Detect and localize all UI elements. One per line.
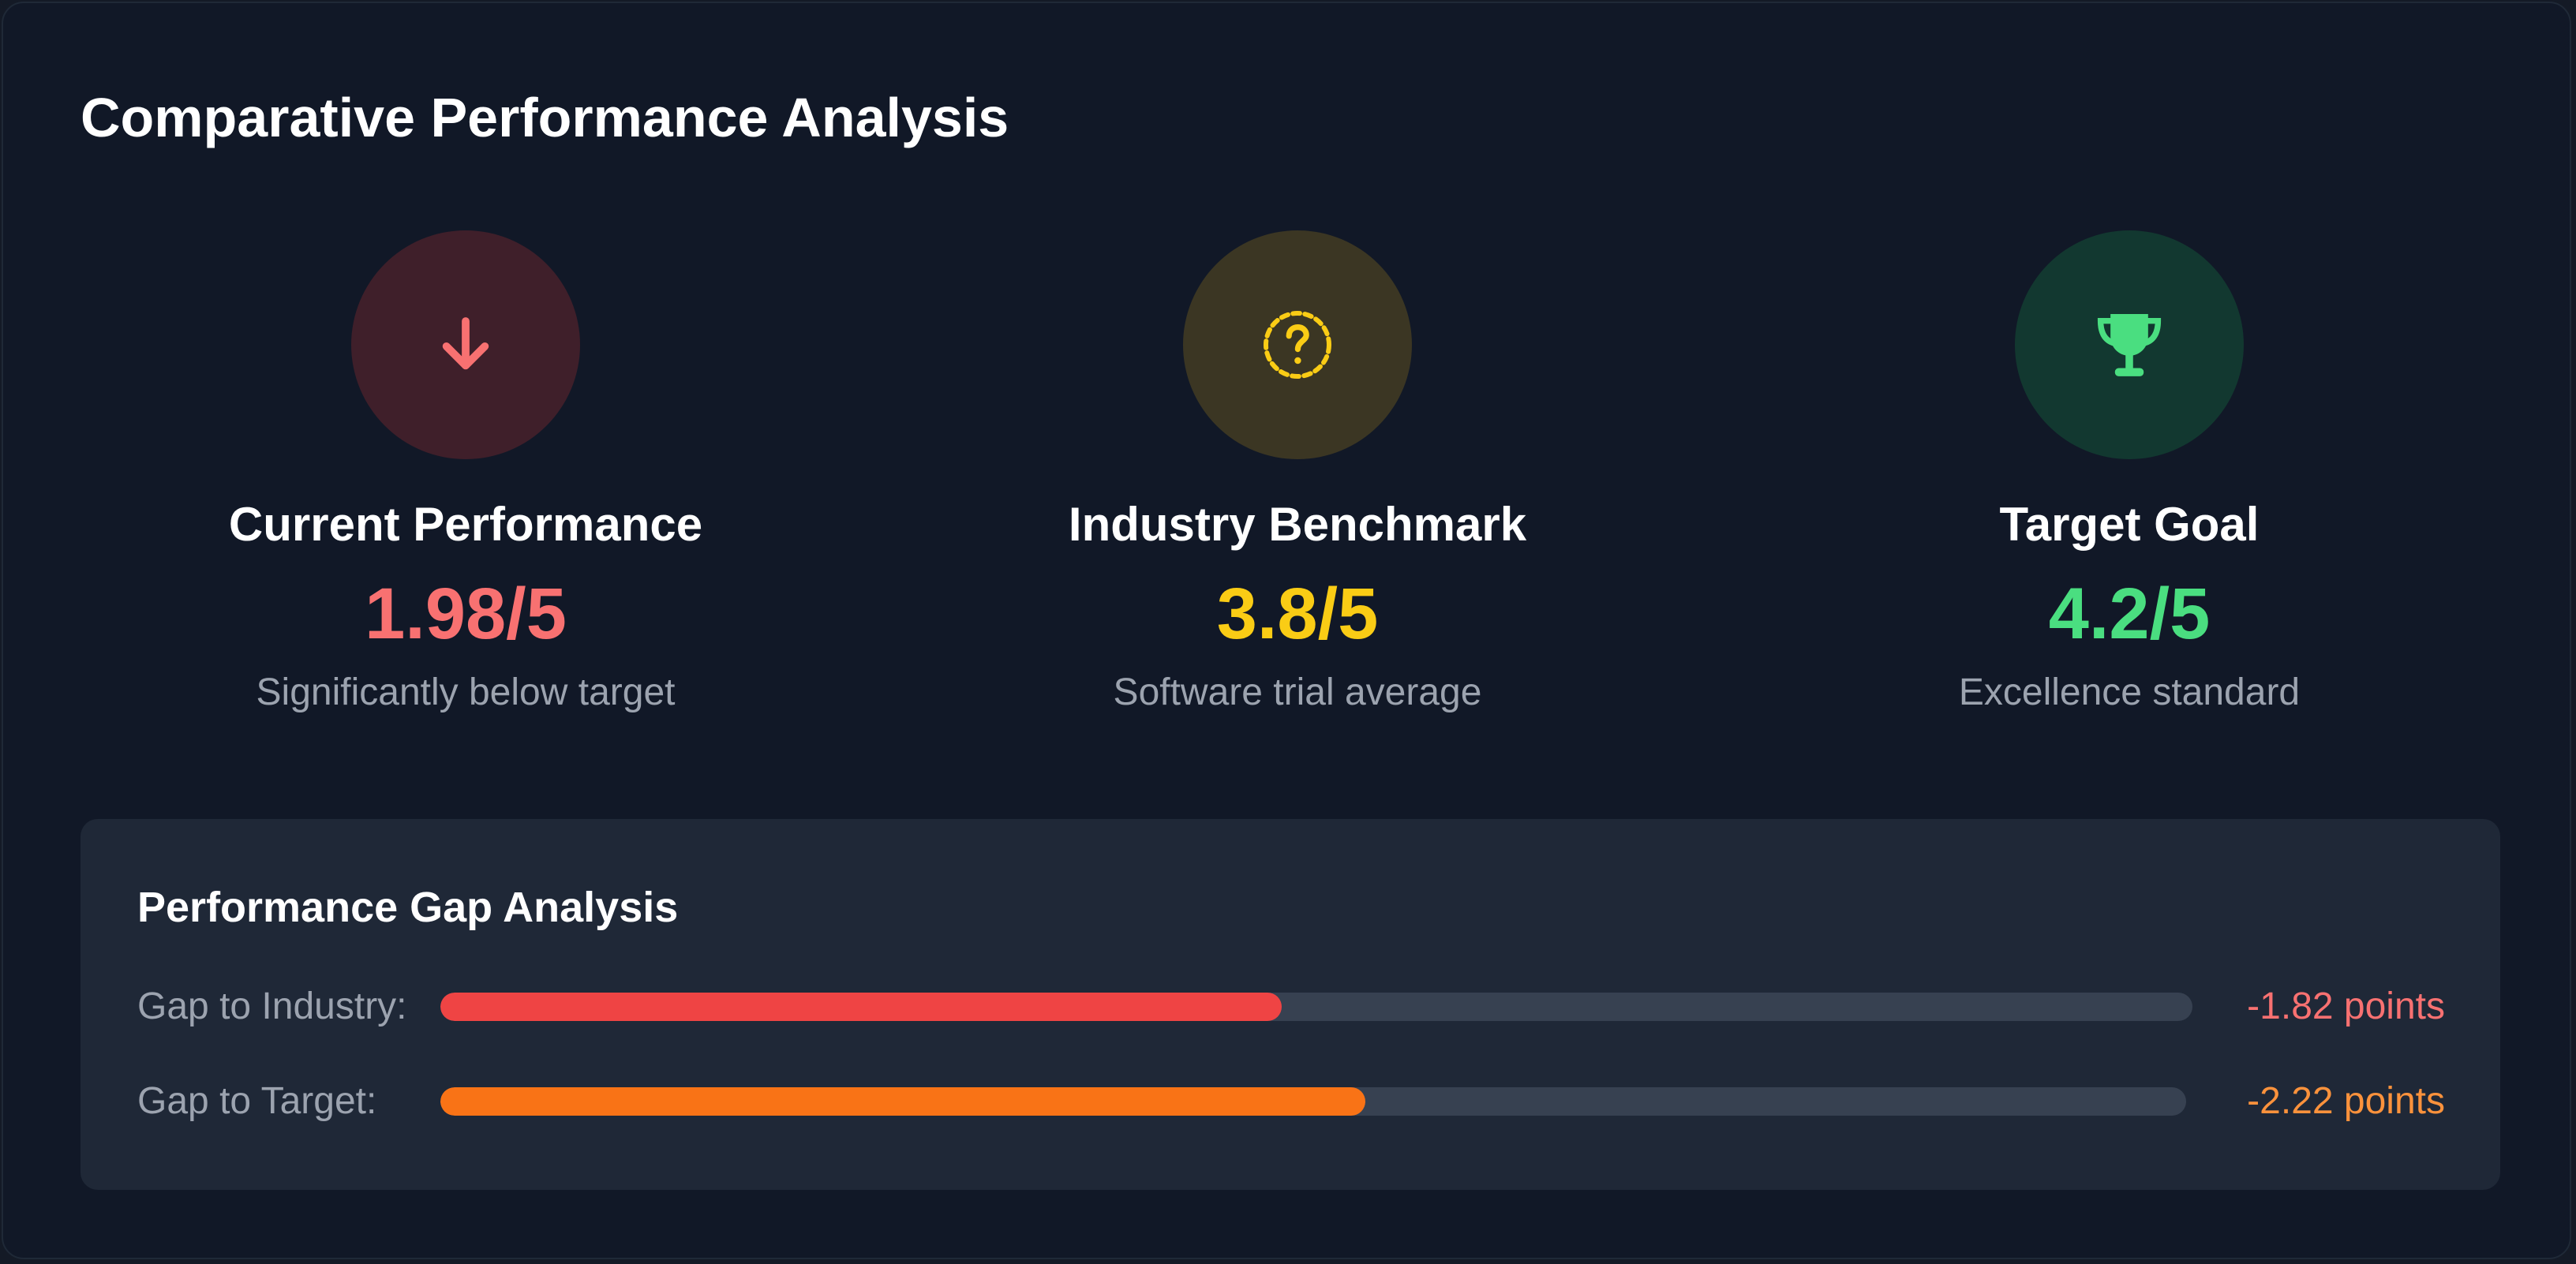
- gap-progress-fill: [440, 1087, 1366, 1116]
- metric-label: Current Performance: [228, 498, 703, 551]
- metric-value: 3.8/5: [1216, 574, 1379, 654]
- metric-label: Target Goal: [1999, 498, 2260, 551]
- gap-row-target: Gap to Target: -2.22 points: [137, 1078, 2445, 1125]
- gap-value: -1.82 points: [2247, 985, 2445, 1027]
- arrow-down-icon: [442, 317, 489, 370]
- gap-progress-fill: [440, 993, 1282, 1021]
- metric-icon-circle: [351, 230, 580, 459]
- question-circle-icon: [1264, 311, 1331, 379]
- metric-note: Significantly below target: [256, 671, 676, 713]
- metric-note: Software trial average: [1113, 671, 1482, 713]
- gap-analysis-title: Performance Gap Analysis: [137, 884, 679, 931]
- metric-icon-circle: [2015, 230, 2244, 459]
- page-title: Comparative Performance Analysis: [80, 87, 1009, 148]
- gap-progress-track: [440, 993, 2192, 1021]
- gap-analysis-panel: Performance Gap Analysis Gap to Industry…: [80, 819, 2500, 1190]
- metric-icon-circle: [1183, 230, 1412, 459]
- metric-target-goal: Target Goal 4.2/5 Excellence standard: [1735, 230, 2524, 716]
- trophy-icon: [2097, 314, 2162, 376]
- metric-note: Excellence standard: [1958, 671, 2301, 713]
- metric-value: 4.2/5: [2048, 574, 2211, 654]
- gap-label: Gap to Industry:: [137, 985, 407, 1027]
- gap-progress-track: [440, 1087, 2186, 1116]
- metric-industry-benchmark: Industry Benchmark 3.8/5 Software trial …: [903, 230, 1692, 716]
- gap-label: Gap to Target:: [137, 1080, 377, 1122]
- gap-value: -2.22 points: [2247, 1080, 2445, 1122]
- metric-value: 1.98/5: [365, 574, 567, 654]
- metric-label: Industry Benchmark: [1068, 498, 1527, 551]
- metric-current-performance: Current Performance 1.98/5 Significantly…: [71, 230, 860, 716]
- gap-row-industry: Gap to Industry: -1.82 points: [137, 983, 2445, 1030]
